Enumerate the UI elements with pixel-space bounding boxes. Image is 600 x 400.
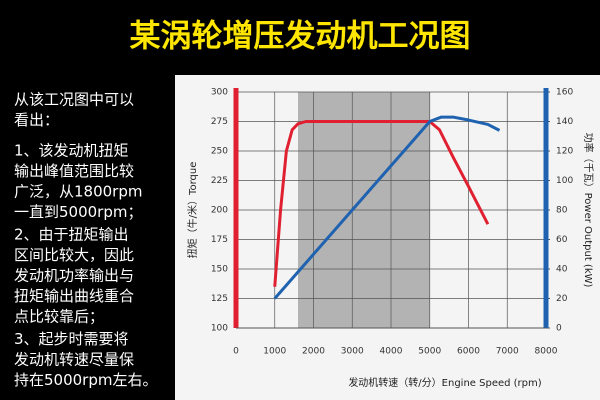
y-tick-label: 250 — [211, 147, 228, 157]
data-line — [273, 120, 490, 287]
y2-tick-label: 20 — [556, 294, 568, 304]
panel-text: 2、由于扭矩输出 — [14, 226, 129, 244]
y2-tick-label: 100 — [556, 176, 573, 186]
y-tick-label: 100 — [211, 324, 228, 334]
panel-text: 发动机转速尽量保 — [14, 351, 134, 369]
chart-title: 某涡轮增压发动机工况图 — [130, 19, 471, 55]
panel-text: 一直到5000rpm； — [14, 203, 142, 221]
y2-tick-label: 80 — [556, 206, 568, 216]
y-tick-label: 275 — [211, 117, 228, 127]
x-axis-label: 发动机转速（转/分）Engine Speed (rpm) — [348, 376, 541, 389]
x-tick-label: 2000 — [302, 347, 325, 357]
panel-text: 发动机功率输出与 — [14, 267, 134, 285]
x-tick-label: 6000 — [457, 347, 480, 357]
y2-tick-label: 0 — [556, 324, 562, 334]
x-tick-label: 3000 — [341, 347, 364, 357]
y2-tick-label: 60 — [556, 235, 568, 245]
y-axis-label: 扭矩（牛/米）Torque — [186, 162, 199, 259]
x-tick-label: 7000 — [496, 347, 519, 357]
y-tick-label: 300 — [211, 88, 228, 98]
x-tick-label: 8000 — [535, 347, 558, 357]
x-tick-label: 0 — [233, 347, 239, 357]
panel-text: 1、该发动机扭矩 — [14, 142, 129, 160]
panel-text: 持在5000rpm左右。 — [14, 371, 157, 389]
y2-tick-label: 160 — [556, 88, 573, 98]
panel-text: 点比较靠后； — [14, 308, 104, 326]
y2-axis-label: 功率（千瓦）Power Output (kW) — [582, 133, 595, 288]
data-line — [273, 115, 501, 300]
y-tick-label: 150 — [211, 265, 228, 275]
y-tick-label: 200 — [211, 206, 228, 216]
panel-text: 3、起步时需要将 — [14, 330, 129, 348]
panel-text: 从该工况图中可以 — [14, 91, 134, 109]
x-tick-label: 4000 — [380, 347, 403, 357]
y2-tick-label: 120 — [556, 147, 573, 157]
y2-tick-label: 140 — [556, 117, 573, 127]
y-tick-label: 175 — [211, 235, 228, 245]
x-tick-label: 5000 — [418, 347, 441, 357]
panel-text: 广泛，从1800rpm — [14, 183, 142, 201]
panel-text: 扭矩输出曲线重合 — [14, 287, 134, 305]
panel-text: 区间比较大，因此 — [14, 246, 134, 264]
y2-tick-label: 40 — [556, 265, 568, 275]
y-tick-label: 125 — [211, 294, 228, 304]
y-tick-label: 225 — [211, 176, 228, 186]
panel-text: 输出峰值范围比较 — [14, 162, 134, 180]
x-tick-label: 1000 — [263, 347, 286, 357]
panel-text: 看出： — [14, 111, 59, 129]
